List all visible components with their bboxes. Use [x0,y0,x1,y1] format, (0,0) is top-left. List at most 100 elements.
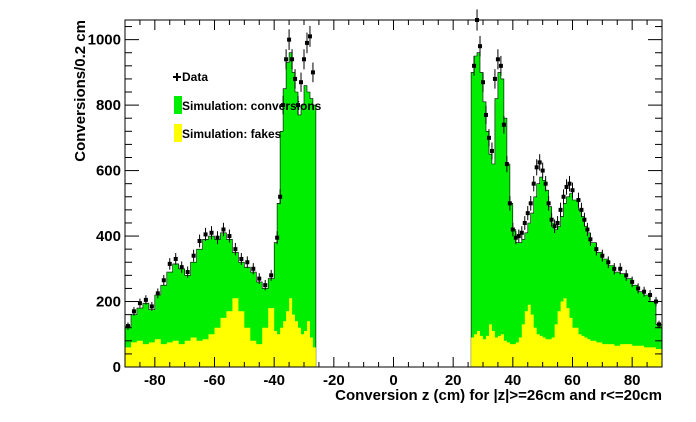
data-marker [507,201,512,206]
data-marker [296,103,301,108]
data-point [155,288,160,299]
data-point [606,256,611,269]
y-tick-label: 1000 [88,32,121,49]
data-point [537,154,542,171]
fakes-histogram-layer [125,298,662,367]
data-marker [522,220,527,225]
data-marker [657,322,662,327]
data-point [492,69,497,89]
data-marker [179,265,184,270]
data-point [576,192,581,208]
data-point [281,95,286,115]
legend: Data Simulation: conversions Simulation:… [173,70,322,142]
data-point [534,159,539,176]
data-marker [278,194,283,199]
data-point [564,179,569,195]
data-marker [483,112,488,117]
data-point [257,273,262,284]
data-marker [540,168,545,173]
data-point [528,196,533,211]
legend-label-data: Data [182,70,208,84]
data-marker [233,247,238,252]
data-point [594,242,599,256]
data-marker [528,201,533,206]
data-point [227,229,232,243]
data-marker [531,181,536,186]
data-marker [600,253,605,258]
x-tick-label: 80 [624,372,641,389]
data-marker [489,148,494,153]
data-point [531,175,536,192]
data-point [125,322,130,330]
data-point [525,206,530,221]
data-marker [478,44,483,49]
data-marker [155,291,160,296]
data-point [582,212,587,227]
data-point [540,162,545,179]
y-tick-label: 200 [96,294,121,311]
data-point [215,231,220,245]
data-point [251,263,256,275]
data-point [137,298,142,308]
data-point [504,155,509,173]
data-marker [173,256,178,261]
data-point [486,129,491,147]
data-marker [125,324,130,329]
data-point [588,232,593,246]
data-point [648,290,653,300]
legend-label-fakes: Simulation: fakes [182,127,282,141]
data-marker [585,227,590,232]
data-marker [239,256,244,261]
data-marker [215,235,220,240]
legend-swatch-fakes [174,124,182,142]
data-marker [618,266,623,271]
data-point [221,222,226,237]
data-marker [564,184,569,189]
data-marker [161,278,166,283]
data-marker [143,297,148,302]
data-marker [137,301,142,306]
data-marker [281,103,286,108]
data-point [657,320,662,329]
data-point [478,35,483,57]
y-tick-label: 800 [96,97,121,114]
data-point [558,202,563,218]
data-marker [648,292,653,297]
data-point [179,261,184,273]
x-tick-label: 40 [504,372,521,389]
data-marker [495,57,500,62]
data-point [618,263,623,275]
data-point [263,279,268,291]
data-marker [525,211,530,216]
data-point [197,234,202,248]
data-point [209,226,214,240]
data-marker [263,283,268,288]
data-point [275,231,280,245]
data-point [307,25,312,47]
data-marker [245,260,250,265]
data-marker [302,57,306,62]
data-marker [227,234,232,239]
data-marker [472,63,477,68]
data-marker [209,230,214,235]
data-marker [167,261,172,266]
data-marker [287,37,292,42]
data-point [495,49,500,70]
data-marker [567,181,572,186]
data-point [296,95,301,115]
y-tick-label: 600 [96,163,121,180]
x-tick-label: -40 [263,372,285,389]
data-point [304,32,309,54]
data-point [143,295,148,305]
data-marker [534,165,539,170]
data-point [624,269,629,281]
data-marker [310,70,315,75]
legend-swatch-conversions [174,96,182,114]
legend-item-conversions: Simulation: conversions [174,96,322,114]
data-point [567,175,572,192]
data-marker [516,234,521,239]
legend-label-conversions: Simulation: conversions [182,99,322,113]
data-point [510,222,515,237]
data-marker [498,63,503,68]
y-axis-title: Conversions/0.2 cm [72,20,89,162]
